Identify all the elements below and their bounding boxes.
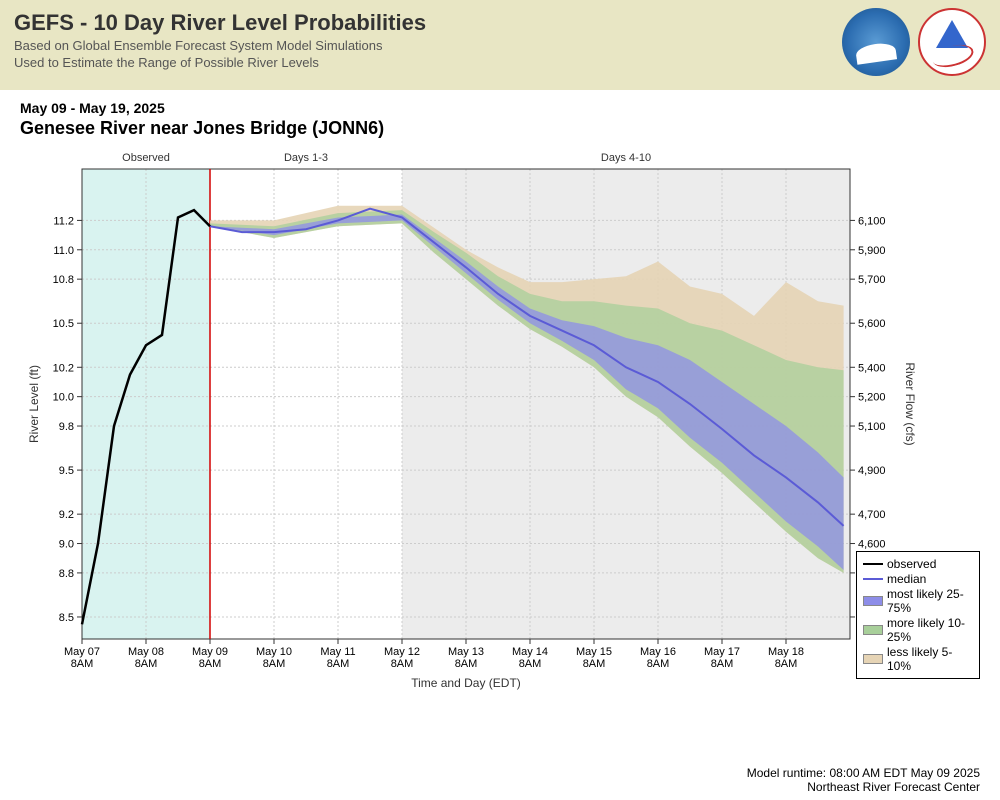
svg-text:8AM: 8AM xyxy=(519,658,542,670)
legend-item: median xyxy=(863,572,973,586)
svg-text:9.5: 9.5 xyxy=(59,465,74,477)
svg-text:9.0: 9.0 xyxy=(59,539,74,551)
svg-text:10.8: 10.8 xyxy=(53,274,74,286)
svg-text:Observed: Observed xyxy=(122,152,170,164)
legend-item: most likely 25-75% xyxy=(863,587,973,615)
svg-text:6,100: 6,100 xyxy=(858,215,886,227)
svg-text:May 08: May 08 xyxy=(128,646,164,658)
noaa-logo-icon xyxy=(842,8,910,76)
logo-group xyxy=(842,8,986,76)
header-sub2: Used to Estimate the Range of Possible R… xyxy=(14,55,986,70)
svg-text:May 18: May 18 xyxy=(768,646,804,658)
svg-text:5,900: 5,900 xyxy=(858,245,886,257)
svg-text:9.2: 9.2 xyxy=(59,509,74,521)
svg-text:9.8: 9.8 xyxy=(59,421,74,433)
svg-text:5,100: 5,100 xyxy=(858,421,886,433)
svg-text:8AM: 8AM xyxy=(455,658,478,670)
legend-item: less likely 5-10% xyxy=(863,645,973,673)
svg-text:8AM: 8AM xyxy=(71,658,94,670)
svg-text:8.8: 8.8 xyxy=(59,568,74,580)
legend-item: observed xyxy=(863,557,973,571)
svg-text:11.2: 11.2 xyxy=(53,215,74,227)
model-runtime: Model runtime: 08:00 AM EDT May 09 2025 xyxy=(747,766,980,780)
svg-text:8AM: 8AM xyxy=(711,658,734,670)
svg-text:10.2: 10.2 xyxy=(53,362,74,374)
svg-text:8AM: 8AM xyxy=(327,658,350,670)
svg-text:8AM: 8AM xyxy=(775,658,798,670)
svg-text:May 11: May 11 xyxy=(320,646,355,658)
svg-text:8AM: 8AM xyxy=(391,658,414,670)
chart-container: Observed Days 1-3 Days 4-10 8.5 8.8 9.0 9.2 9.5… xyxy=(20,139,980,699)
svg-text:May 09: May 09 xyxy=(192,646,228,658)
svg-text:May 12: May 12 xyxy=(384,646,420,658)
svg-text:8AM: 8AM xyxy=(647,658,670,670)
legend-item: more likely 10-25% xyxy=(863,616,973,644)
nws-logo-icon xyxy=(918,8,986,76)
svg-text:May 13: May 13 xyxy=(448,646,484,658)
svg-text:4,700: 4,700 xyxy=(858,509,886,521)
svg-text:May 16: May 16 xyxy=(640,646,676,658)
svg-text:May 14: May 14 xyxy=(512,646,548,658)
svg-text:Time and Day (EDT): Time and Day (EDT) xyxy=(411,676,521,690)
svg-text:10.0: 10.0 xyxy=(53,392,74,404)
station-title: Genesee River near Jones Bridge (JONN6) xyxy=(20,118,980,139)
svg-text:5,400: 5,400 xyxy=(858,362,886,374)
svg-text:8AM: 8AM xyxy=(263,658,286,670)
chart-meta: May 09 - May 19, 2025 Genesee River near… xyxy=(0,90,1000,139)
svg-text:8.5: 8.5 xyxy=(59,612,74,624)
svg-text:River Level (ft): River Level (ft) xyxy=(27,365,41,443)
forecast-source: Northeast River Forecast Center xyxy=(747,780,980,794)
svg-text:8AM: 8AM xyxy=(135,658,158,670)
svg-text:11.0: 11.0 xyxy=(53,245,74,257)
svg-text:Days 1-3: Days 1-3 xyxy=(284,152,328,164)
svg-text:10.5: 10.5 xyxy=(53,318,74,330)
svg-text:May 15: May 15 xyxy=(576,646,612,658)
header-banner: GEFS - 10 Day River Level Probabilities … xyxy=(0,0,1000,90)
svg-text:8AM: 8AM xyxy=(199,658,222,670)
svg-text:May 07: May 07 xyxy=(64,646,100,658)
svg-text:5,600: 5,600 xyxy=(858,318,886,330)
footer: Model runtime: 08:00 AM EDT May 09 2025 … xyxy=(747,766,980,794)
svg-text:4,600: 4,600 xyxy=(858,539,886,551)
svg-text:4,900: 4,900 xyxy=(858,465,886,477)
page-title: GEFS - 10 Day River Level Probabilities xyxy=(14,10,986,36)
svg-text:8AM: 8AM xyxy=(583,658,606,670)
svg-text:5,700: 5,700 xyxy=(858,274,886,286)
svg-text:May 17: May 17 xyxy=(704,646,740,658)
svg-text:Days 4-10: Days 4-10 xyxy=(601,152,651,164)
svg-text:May 10: May 10 xyxy=(256,646,292,658)
date-range: May 09 - May 19, 2025 xyxy=(20,100,980,116)
legend-box: observedmedianmost likely 25-75%more lik… xyxy=(856,551,980,679)
header-sub1: Based on Global Ensemble Forecast System… xyxy=(14,38,986,53)
svg-text:5,200: 5,200 xyxy=(858,392,886,404)
river-level-chart: Observed Days 1-3 Days 4-10 8.5 8.8 9.0 9.2 9.5… xyxy=(20,139,980,699)
svg-text:River Flow (cfs): River Flow (cfs) xyxy=(903,362,917,445)
